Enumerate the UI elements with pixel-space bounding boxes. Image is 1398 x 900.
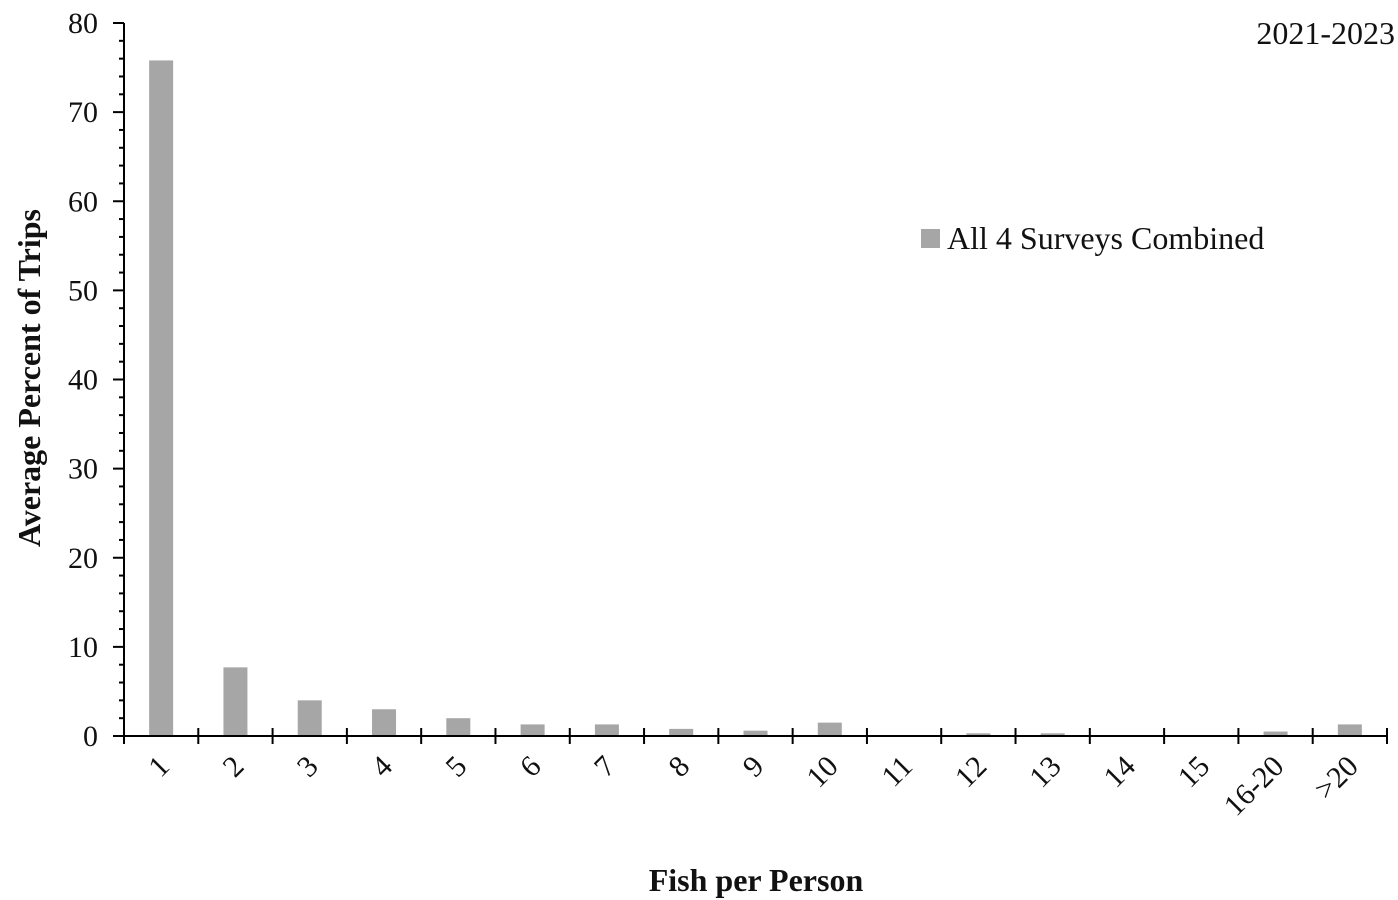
bar-6 [520,724,545,736]
y-axis-title: Average Percent of Trips [11,209,47,547]
x-tick-label: 8 [662,750,696,784]
x-tick-label: 15 [1172,750,1217,795]
bar-8 [669,728,694,736]
x-tick-label: 2 [216,750,250,784]
y-tick-label: 20 [68,542,98,575]
bar-13 [1040,733,1065,736]
bar-7 [594,724,619,736]
legend-label: All 4 Surveys Combined [947,220,1264,256]
year-range-label: 2021-2023 [1256,15,1395,51]
x-tick-label: 10 [800,750,845,795]
bar-16-20 [1263,731,1288,736]
x-tick-label: 14 [1097,750,1142,795]
legend-swatch [921,229,940,248]
y-tick-label: 70 [68,96,98,129]
bar-5 [446,718,471,736]
axes-group [123,23,1387,737]
x-tick-label: 12 [949,750,994,795]
x-tick-label: 4 [365,750,399,784]
y-tick-label: 80 [68,7,98,40]
bar->20 [1337,724,1362,736]
x-tick-label: 11 [875,750,919,794]
bar-9 [743,730,768,736]
x-tick-label: 5 [439,750,473,784]
y-tick-label: 10 [68,631,98,664]
x-tick-label: 1 [142,750,176,784]
x-tick-label: 9 [737,750,771,784]
y-tick-label: 0 [83,720,98,753]
bar-1 [149,60,174,737]
bar-3 [297,700,322,736]
x-tick-label: 16-20 [1218,750,1291,823]
y-tick-label: 30 [68,453,98,486]
x-tick-label: 13 [1023,750,1068,795]
x-tick-label: 3 [291,750,325,784]
y-ticks-group: 0 10 20 30 40 50 60 70 80 [68,7,124,753]
legend: All 4 Surveys Combined [921,220,1264,256]
bar-2 [223,667,248,736]
bar-12 [966,733,991,736]
x-axis-title: Fish per Person [649,862,864,898]
bars-group [149,60,1362,737]
y-tick-label: 60 [68,185,98,218]
y-tick-label: 50 [68,274,98,307]
bar-10 [817,722,842,736]
x-tick-label: 6 [514,750,548,784]
x-tick-label: 7 [588,750,622,784]
bar-4 [372,709,397,736]
x-ticks-group: 1 2 3 4 5 6 7 8 9 10 11 12 13 14 15 16-20 >20 [123,728,1388,823]
x-tick-label: >20 [1308,750,1365,807]
y-tick-label: 40 [68,364,98,397]
